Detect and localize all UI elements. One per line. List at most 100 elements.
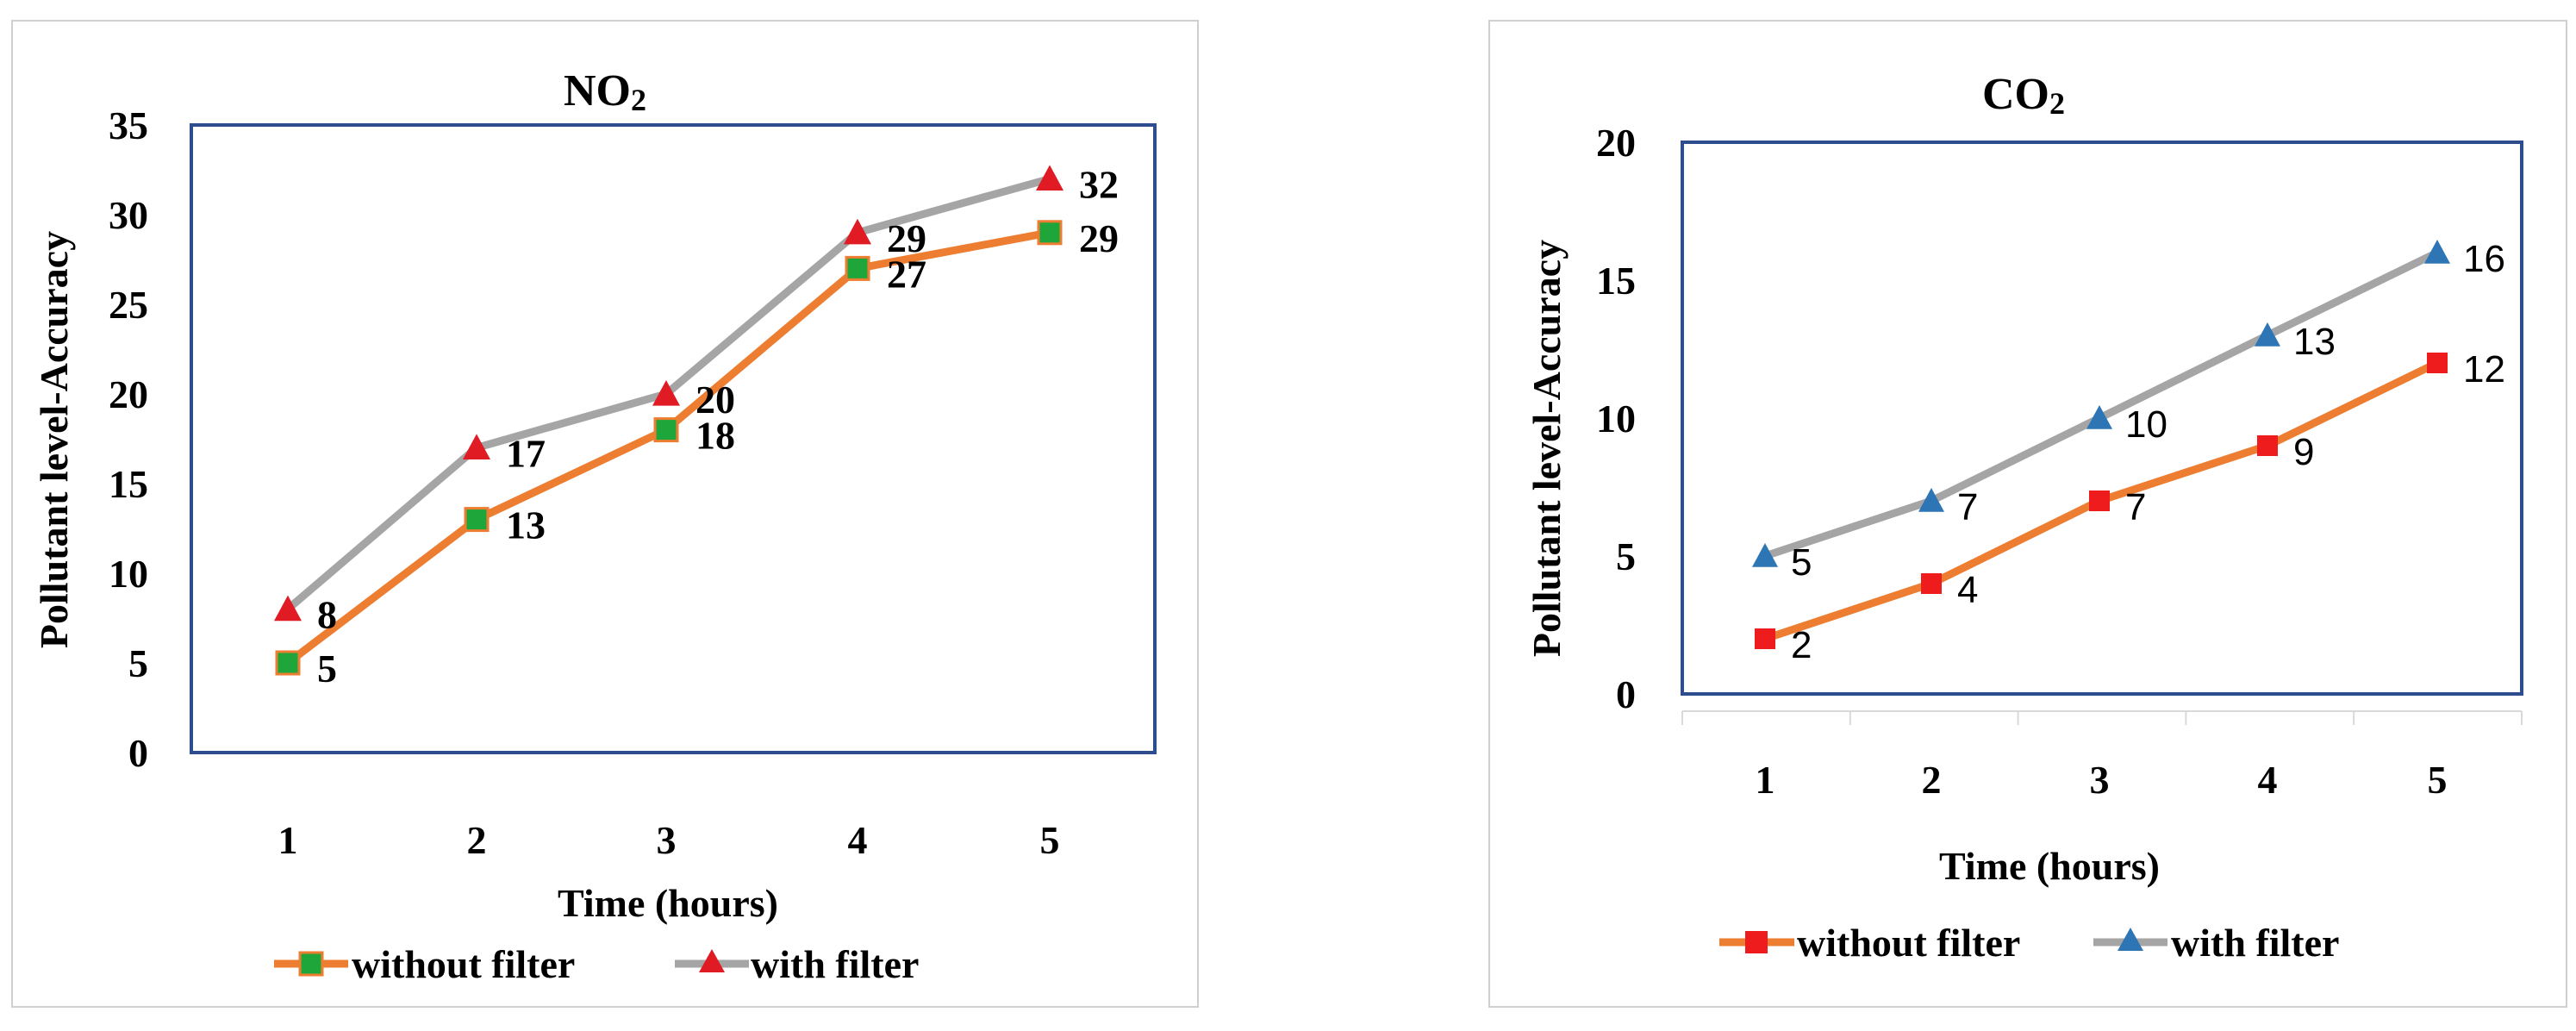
- co2-y-tick-label: 15: [1596, 259, 1636, 303]
- co2-y-tick-label: 0: [1616, 672, 1636, 716]
- no2-x-tick-label: 2: [467, 818, 487, 862]
- co2-y-tick-label: 5: [1616, 534, 1636, 578]
- no2-legend-marker-without-filter: [298, 951, 324, 977]
- co2-data-label-without-filter: 12: [2463, 348, 2505, 391]
- co2-data-label-with-filter: 16: [2463, 238, 2505, 280]
- no2-y-tick-label: 5: [128, 641, 148, 685]
- co2-legend-label-with-filter: with filter: [2171, 921, 2339, 965]
- no2-y-tick-label: 30: [109, 193, 148, 237]
- co2-title-main: CO: [1982, 70, 2049, 119]
- no2-y-tick-label: 25: [109, 283, 148, 327]
- no2-legend-marker-with-filter: [699, 949, 725, 972]
- co2-data-label-without-filter: 2: [1791, 624, 1812, 666]
- no2-y-axis-title: Pollutant level-Accuracy: [32, 231, 76, 648]
- no2-data-label-without-filter: 18: [695, 414, 735, 458]
- no2-chart-title: NO2: [564, 66, 646, 117]
- co2-x-tick-label: 1: [1756, 758, 1775, 802]
- co2-point-without-filter: [2427, 353, 2448, 373]
- co2-legend-marker-with-filter: [2118, 928, 2143, 951]
- co2-series: 5 7 10 13 16 2 4 7 9 12: [1752, 238, 2505, 666]
- co2-x-tick-label: 3: [2090, 758, 2110, 802]
- no2-y-ticks: 0 5 10 15 20 25 30 35: [109, 103, 148, 775]
- co2-legend: without filter with filter: [1719, 921, 2339, 965]
- co2-point-with-filter: [1752, 543, 1778, 567]
- co2-chart-title: CO2: [1982, 70, 2065, 121]
- co2-plot-frame: [1681, 141, 2523, 696]
- co2-legend-label-without-filter: without filter: [1797, 921, 2020, 965]
- co2-data-label-with-filter: 13: [2293, 321, 2336, 363]
- co2-legend-marker-without-filter: [1745, 931, 1768, 953]
- co2-x-tick-label: 4: [2258, 758, 2278, 802]
- co2-x-tick-label: 5: [2428, 758, 2448, 802]
- co2-point-without-filter: [2089, 491, 2110, 511]
- no2-x-ticks: 1 2 3 4 5: [278, 818, 1060, 862]
- co2-data-label-with-filter: 5: [1791, 541, 1812, 584]
- no2-data-label-with-filter: 8: [317, 593, 337, 637]
- co2-data-label-without-filter: 4: [1957, 569, 1978, 611]
- no2-chart: NO2 Pollutant level-Accuracy 05101520253…: [11, 20, 1199, 1008]
- no2-x-tick-label: 4: [848, 818, 868, 862]
- co2-point-without-filter: [1921, 573, 1942, 594]
- co2-point-with-filter: [1918, 488, 1944, 512]
- no2-x-axis-title: Time (hours): [558, 881, 778, 925]
- no2-x-tick-label: 3: [657, 818, 677, 862]
- co2-point-with-filter: [2255, 322, 2280, 347]
- co2-data-label-without-filter: 9: [2293, 431, 2314, 473]
- co2-point-without-filter: [2257, 435, 2278, 456]
- co2-data-label-with-filter: 10: [2125, 403, 2167, 446]
- no2-y-tick-label: 15: [109, 462, 148, 506]
- no2-point-without-filter: [845, 255, 870, 281]
- co2-x-ticks: 1 2 3 4 5: [1681, 710, 2523, 802]
- co2-point-without-filter: [1755, 628, 1775, 649]
- no2-chart-area-border: [11, 20, 1199, 1008]
- no2-legend: without filter with filter: [274, 942, 919, 986]
- no2-point-without-filter: [275, 650, 301, 676]
- no2-point-without-filter: [653, 417, 679, 443]
- no2-title-sub: 2: [631, 83, 646, 117]
- no2-y-tick-label: 10: [109, 552, 148, 596]
- no2-data-label-with-filter: 32: [1079, 162, 1119, 206]
- no2-legend-with-filter: with filter: [675, 942, 919, 986]
- co2-legend-with-filter: with filter: [2093, 921, 2339, 965]
- co2-x-axis-title: Time (hours): [1939, 844, 2160, 888]
- co2-y-ticks: 0 5 10 15 20: [1596, 121, 1636, 716]
- no2-data-label-without-filter: 29: [1079, 216, 1119, 260]
- co2-chart-area-border: [1488, 20, 2567, 1008]
- co2-x-tick-label: 2: [1922, 758, 1942, 802]
- co2-data-label-without-filter: 7: [2125, 486, 2146, 528]
- no2-data-label-without-filter: 27: [887, 252, 926, 296]
- no2-legend-label-with-filter: with filter: [751, 942, 919, 986]
- no2-point-without-filter: [1037, 220, 1063, 246]
- no2-point-without-filter: [464, 507, 490, 533]
- no2-y-tick-label: 20: [109, 372, 148, 416]
- co2-title-sub: 2: [2049, 86, 2065, 121]
- no2-point-with-filter: [844, 218, 871, 245]
- no2-y-tick-label: 35: [109, 103, 148, 147]
- no2-data-label-with-filter: 20: [695, 378, 735, 422]
- no2-data-label-without-filter: 13: [506, 503, 546, 547]
- no2-point-with-filter: [652, 380, 680, 406]
- no2-title-main: NO: [564, 66, 631, 116]
- co2-y-tick-label: 10: [1596, 397, 1636, 441]
- no2-plot-frame: [190, 123, 1157, 754]
- no2-legend-without-filter: without filter: [274, 942, 575, 986]
- no2-x-tick-label: 5: [1040, 818, 1060, 862]
- no2-data-label-with-filter: 17: [506, 431, 546, 475]
- co2-y-tick-label: 20: [1596, 121, 1636, 165]
- no2-x-tick-label: 1: [278, 818, 298, 862]
- no2-point-with-filter: [1036, 165, 1063, 191]
- no2-data-label-with-filter: 29: [887, 216, 926, 260]
- co2-data-label-with-filter: 7: [1957, 486, 1978, 528]
- no2-data-label-without-filter: 5: [317, 647, 337, 690]
- co2-y-axis-title: Pollutant level-Accuracy: [1525, 240, 1569, 657]
- co2-point-with-filter: [2086, 405, 2112, 429]
- no2-legend-label-without-filter: without filter: [352, 942, 575, 986]
- co2-legend-without-filter: without filter: [1719, 921, 2020, 965]
- no2-y-tick-label: 0: [128, 731, 148, 775]
- co2-point-with-filter: [2424, 240, 2450, 264]
- no2-point-with-filter: [274, 595, 302, 622]
- no2-point-with-filter: [463, 434, 490, 459]
